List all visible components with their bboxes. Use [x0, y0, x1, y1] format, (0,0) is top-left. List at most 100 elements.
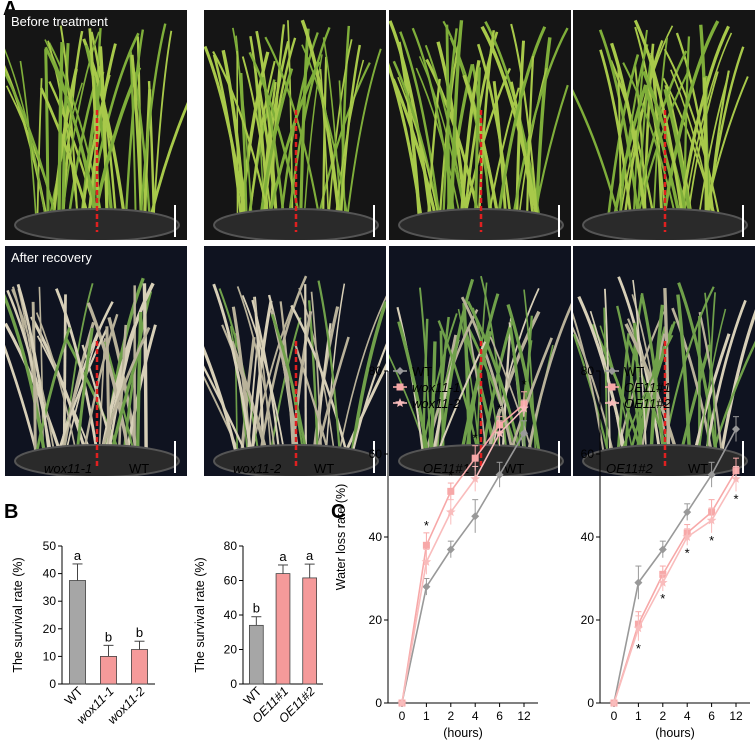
b2-ytick-label: 40 [224, 608, 238, 622]
c2-series-line-1 [613, 470, 737, 704]
b2-category-label: OE11#1 [249, 684, 291, 726]
caption-before-treatment: Before treatment [11, 14, 108, 29]
b2-ytick-label: 0 [230, 677, 237, 691]
b1-ytick-label: 10 [43, 649, 57, 663]
b1-sig-letter: a [74, 548, 82, 563]
b1-bar [131, 649, 148, 685]
caption-after-recovery: After recovery [11, 250, 92, 265]
b1-ytick-label: 0 [49, 677, 56, 691]
c2-point [659, 570, 667, 578]
b2-category-label: WT [241, 684, 265, 708]
c1-x-axis-label: (hours) [443, 726, 483, 740]
c2-ytick-label: 40 [581, 530, 595, 544]
plant-photo-before-1: Before treatment [5, 10, 187, 240]
b1-category-label: WT [62, 684, 86, 708]
plant-photo-after-3 [389, 246, 571, 476]
c1-xtick-label: 0 [399, 709, 406, 723]
plant-photo-after-4 [573, 246, 755, 476]
c2-point [706, 515, 717, 525]
b2-bar [302, 577, 318, 685]
b2-sig-letter: a [306, 548, 314, 563]
c1-y-axis-label: Water loss rate (%) [334, 484, 348, 591]
c1-point [447, 487, 455, 495]
b2-bar [275, 573, 291, 685]
c2-point [609, 698, 619, 707]
b2-ytick-label: 60 [224, 574, 238, 588]
plant-photo-after-1: After recovery [5, 246, 187, 476]
genotype-label-wt-2: WT [314, 461, 335, 476]
plant-photo-before-3 [389, 10, 571, 240]
c1-xtick-label: 1 [423, 709, 430, 723]
genotype-label-mutant-1: wox11-1 [44, 461, 93, 476]
genotype-label-wt-1: WT [129, 461, 150, 476]
c2-xtick-label: 2 [659, 709, 666, 723]
c2-ytick-label: 20 [581, 613, 595, 627]
c1-ytick-label: 40 [369, 530, 383, 544]
c2-xtick-label: 12 [729, 709, 743, 723]
plant-photo-before-2 [204, 10, 386, 240]
c2-sig-mark: * [636, 641, 641, 656]
b1-category-label: wox11-1 [74, 684, 117, 727]
c1-sig-mark: * [424, 518, 429, 533]
c1-point [397, 698, 407, 707]
c2-point [634, 578, 643, 587]
b1-y-axis-label: The survival rate (%) [11, 557, 25, 672]
c2-point [610, 699, 618, 707]
b2-ytick-label: 20 [224, 643, 238, 657]
panel-label-b: B [4, 501, 19, 523]
c2-series-line-2 [613, 478, 737, 704]
c1-xtick-label: 2 [447, 709, 454, 723]
c2-point [683, 508, 692, 517]
c2-point [633, 623, 644, 633]
c2-point [634, 620, 642, 628]
c2-point [658, 577, 668, 587]
b1-ytick-label: 50 [43, 539, 57, 553]
b1-ytick-label: 30 [43, 594, 57, 608]
c2-point [610, 699, 618, 707]
panel-label-c: C [331, 501, 346, 523]
c1-point [398, 699, 406, 707]
c2-sig-mark: * [709, 533, 714, 548]
c1-xtick-label: 4 [472, 709, 479, 723]
b2-sig-letter: b [253, 601, 260, 616]
b1-sig-letter: b [105, 629, 112, 644]
c1-point [398, 699, 406, 707]
c1-point [446, 507, 456, 517]
b1-category-label: wox11-2 [105, 684, 148, 727]
genotype-label-wt-4: WT [688, 461, 709, 476]
c1-point [422, 582, 431, 591]
c1-point [446, 545, 455, 554]
c1-point [471, 512, 480, 521]
c1-point [422, 541, 430, 549]
c2-xtick-label: 0 [611, 709, 618, 723]
genotype-label-mutant-3: OE11#1 [423, 461, 470, 476]
b1-ytick-label: 20 [43, 622, 57, 636]
c2-sig-mark: * [685, 545, 690, 560]
c2-sig-mark: * [733, 491, 738, 506]
c2-xtick-label: 1 [635, 709, 642, 723]
plant-photo-before-4 [573, 10, 755, 240]
genotype-label-wt-3: WT [504, 461, 525, 476]
b1-bar [69, 580, 86, 685]
c2-point [683, 529, 691, 537]
b2-sig-letter: a [279, 549, 287, 564]
c1-xtick-label: 12 [517, 709, 531, 723]
c1-ytick-label: 20 [369, 613, 383, 627]
c2-point [658, 545, 667, 554]
b1-sig-letter: b [136, 625, 143, 640]
c2-x-axis-label: (hours) [655, 726, 695, 740]
c1-point [421, 556, 432, 566]
b1-ytick-label: 40 [43, 567, 57, 581]
b2-bar [248, 624, 264, 685]
genotype-label-mutant-4: OE11#2 [606, 461, 653, 476]
c1-ytick-label: 0 [375, 696, 382, 710]
c2-sig-mark: * [660, 591, 665, 606]
c1-xtick-label: 6 [496, 709, 503, 723]
c2-ytick-label: 0 [587, 696, 594, 710]
c2-xtick-label: 6 [708, 709, 715, 723]
c2-xtick-label: 4 [684, 709, 691, 723]
c2-point [708, 508, 716, 516]
b2-y-axis-label: The survival rate (%) [193, 557, 207, 672]
b2-ytick-label: 80 [224, 539, 238, 553]
c2-point [682, 532, 692, 541]
